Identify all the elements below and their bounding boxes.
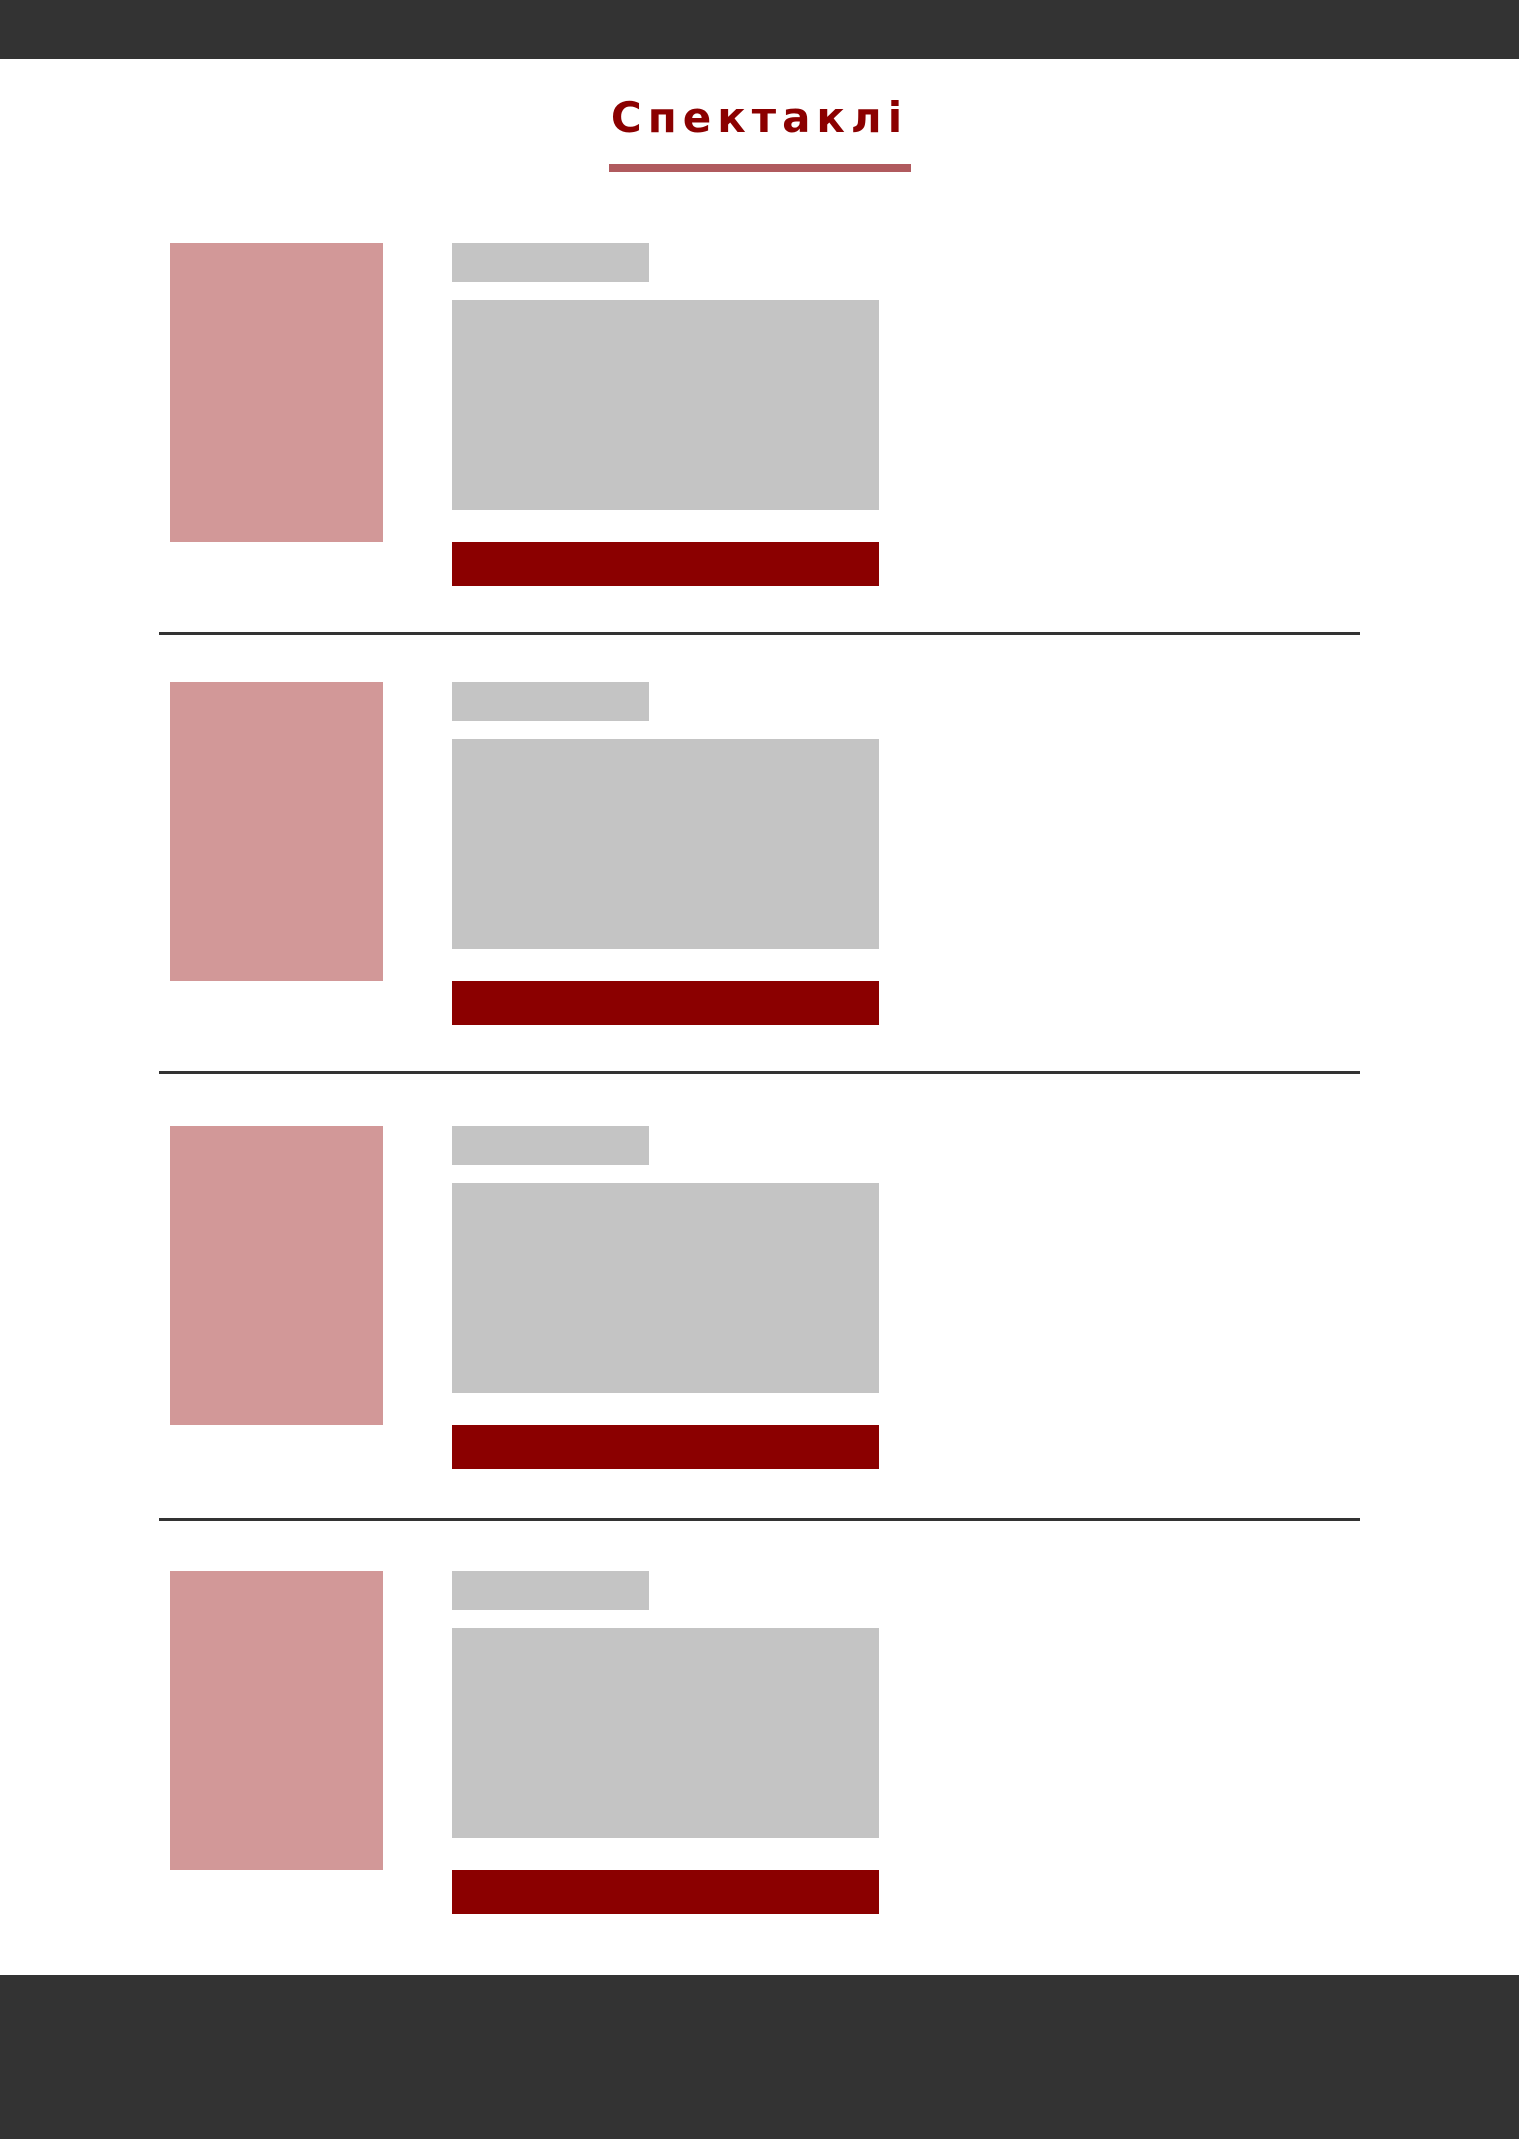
performance-poster-image[interactable]	[170, 682, 383, 981]
page-footer	[0, 1975, 1519, 2139]
title-underline	[609, 164, 911, 172]
performance-poster-image[interactable]	[170, 1126, 383, 1425]
performance-title-placeholder	[452, 1571, 649, 1610]
performance-title-placeholder	[452, 682, 649, 721]
performance-poster-image[interactable]	[170, 243, 383, 542]
performance-action-button[interactable]	[452, 1425, 879, 1469]
performance-action-button[interactable]	[452, 1870, 879, 1914]
card-divider	[159, 632, 1360, 635]
performance-title-placeholder	[452, 243, 649, 282]
performance-description-placeholder	[452, 1183, 879, 1393]
performance-description-placeholder	[452, 300, 879, 510]
performance-description-placeholder	[452, 739, 879, 949]
performance-card	[0, 1126, 1519, 1486]
card-divider	[159, 1518, 1360, 1521]
card-divider	[159, 1071, 1360, 1074]
performance-title-placeholder	[452, 1126, 649, 1165]
top-header-bar	[0, 0, 1519, 59]
performance-action-button[interactable]	[452, 542, 879, 586]
page-title: Спектаклі	[610, 93, 909, 142]
performance-card	[0, 1571, 1519, 1931]
performance-card	[0, 243, 1519, 603]
performance-poster-image[interactable]	[170, 1571, 383, 1870]
performance-action-button[interactable]	[452, 981, 879, 1025]
performance-description-placeholder	[452, 1628, 879, 1838]
performance-card	[0, 682, 1519, 1042]
